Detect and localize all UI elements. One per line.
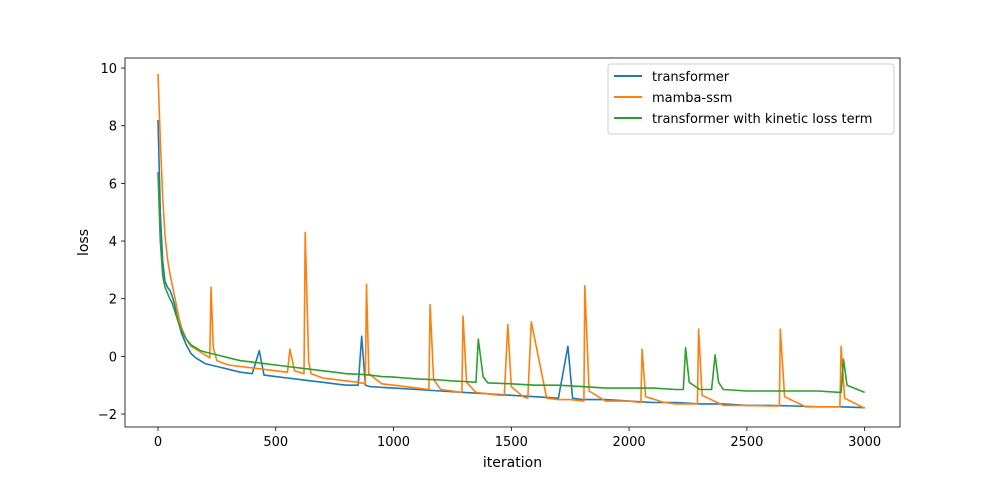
series-line-2 — [157, 171, 866, 394]
x-tick-label: 3000 — [848, 435, 881, 450]
x-tick-label: 1500 — [495, 435, 528, 450]
legend: transformer mamba-ssm transformer with kin… — [607, 63, 895, 135]
y-axis-label: loss — [76, 229, 92, 256]
y-tick-label: −2 — [98, 408, 117, 423]
y-tick-label: 6 — [109, 177, 117, 192]
y-tick-label: 2 — [109, 293, 117, 308]
y-tick-label: 0 — [109, 350, 117, 365]
axes-frame — [124, 57, 901, 428]
series-line-0 — [157, 119, 865, 409]
y-tick-label: 8 — [109, 120, 117, 135]
y-tick-label: 10 — [100, 62, 117, 77]
legend-label-2: transformer with kinetic loss term — [652, 112, 872, 127]
legend-box — [607, 63, 895, 135]
series-line-1 — [157, 73, 866, 410]
x-tick-label: 1000 — [377, 435, 410, 450]
x-axis-ticks: 0 500 1000 1500 2000 2500 3000 — [154, 427, 881, 450]
series-layer — [157, 73, 866, 410]
legend-label-0: transformer — [652, 70, 730, 85]
legend-label-1: mamba-ssm — [652, 91, 732, 106]
y-tick-label: 4 — [109, 235, 117, 250]
x-tick-label: 0 — [154, 435, 162, 450]
y-axis-ticks: −2 0 2 4 6 8 10 — [98, 62, 125, 423]
x-tick-label: 500 — [263, 435, 288, 450]
x-tick-label: 2000 — [613, 435, 646, 450]
x-tick-label: 2500 — [730, 435, 763, 450]
x-axis-label: iteration — [483, 455, 542, 471]
